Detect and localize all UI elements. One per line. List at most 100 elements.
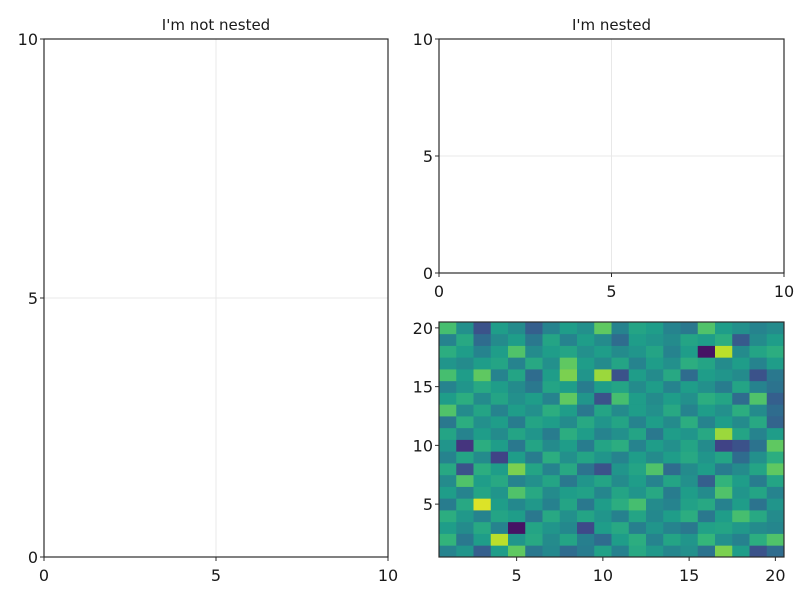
heatmap-cell-15-19 [680,333,699,346]
heatmap-cell-8-11 [559,427,578,440]
nested-xtick-label-0: 0 [434,282,444,301]
heatmap-cell-10-6 [594,486,612,499]
heatmap-cell-15-1 [680,545,699,558]
heatmap-cell-12-12 [628,416,647,429]
heatmap-cell-9-12 [577,416,595,429]
heatmap-cell-16-9 [697,451,716,464]
heatmap-cell-4-16 [490,369,509,382]
heatmap-cell-16-17 [697,357,716,370]
heatmap-cell-7-13 [542,404,561,417]
axis-left: I'm not nested 0 5 10 0 5 10 [18,16,399,585]
heatmap-cell-6-14 [525,392,543,405]
heatmap-cell-17-19 [715,333,733,346]
heatmap-cell-16-15 [697,380,716,393]
heatmap-cell-8-12 [559,416,578,429]
heatmap-cell-4-15 [490,380,509,393]
heatmap-cell-12-6 [628,486,647,499]
heatmap-cell-7-18 [542,345,561,358]
heatmap-cell-5-19 [508,333,526,346]
heatmap-cell-20-10 [766,439,785,452]
heatmap-cell-15-16 [680,369,699,382]
heatmap-cell-10-15 [594,380,612,393]
heatmap-cell-2-16 [456,369,474,382]
heatmap-cell-5-13 [508,404,526,417]
heatmap-cell-16-16 [697,369,716,382]
heatmap-cell-16-19 [697,333,716,346]
heatmap-cell-5-17 [508,357,526,370]
heatmap-cell-6-4 [525,510,543,523]
heatmap-cell-18-12 [732,416,750,429]
heatmap-cell-17-3 [715,521,733,534]
heatmap-cell-19-11 [749,427,768,440]
chart-title-nested: I'm nested [572,16,651,34]
heatmap-cell-9-19 [577,333,595,346]
heatmap-cell-20-9 [766,451,785,464]
heatmap-cell-13-18 [646,345,664,358]
heatmap-cell-11-13 [611,404,630,417]
heatmap-cell-4-10 [490,439,509,452]
left-xtick-label-5: 5 [211,566,221,585]
heatmap-cell-3-11 [473,427,492,440]
heatmap-cell-2-13 [456,404,474,417]
heatmap-cell-15-9 [680,451,699,464]
heatmap-cell-15-7 [680,474,699,487]
heatmap-cell-11-20 [611,322,630,335]
heatmap-cell-5-18 [508,345,526,358]
heatmap-cell-16-14 [697,392,716,405]
heatmap-cell-10-12 [594,416,612,429]
heatmap-cell-11-15 [611,380,630,393]
heatmap-cell-10-18 [594,345,612,358]
heatmap-cell-14-19 [663,333,681,346]
heatmap-cell-12-5 [628,498,647,511]
heatmap-cell-11-18 [611,345,630,358]
heatmap-cell-13-13 [646,404,664,417]
heatmap-cell-11-7 [611,474,630,487]
heatmap-cell-14-12 [663,416,681,429]
heatmap-cell-4-12 [490,416,509,429]
heatmap-cell-10-4 [594,510,612,523]
heatmap-cell-16-2 [697,533,716,546]
heatmap-cell-14-7 [663,474,681,487]
heatmap-cell-5-8 [508,463,526,476]
heatmap-cell-19-13 [749,404,768,417]
heatmap-cell-16-18 [697,345,716,358]
heatmap-cell-6-3 [525,521,543,534]
heatmap-cell-7-11 [542,427,561,440]
heatmap-cell-10-10 [594,439,612,452]
heatmap-cell-4-18 [490,345,509,358]
heatmap-cell-19-7 [749,474,768,487]
heatmap-cell-8-16 [559,369,578,382]
heatmap-cell-13-16 [646,369,664,382]
heatmap-cell-14-1 [663,545,681,558]
heatmap-cell-4-20 [490,322,509,335]
heatmap-cells [439,322,785,558]
heatmap-cell-8-4 [559,510,578,523]
heatmap-cell-18-15 [732,380,750,393]
heatmap-cell-4-5 [490,498,509,511]
heatmap-cell-2-18 [456,345,474,358]
heatmap-cell-6-13 [525,404,543,417]
heatmap-cell-7-7 [542,474,561,487]
heatmap-cell-8-14 [559,392,578,405]
heatmap-cell-14-3 [663,521,681,534]
heatmap-cell-20-15 [766,380,785,393]
heatmap-cell-13-7 [646,474,664,487]
heatmap-cell-5-12 [508,416,526,429]
heatmap-cell-12-4 [628,510,647,523]
heatmap-cell-19-15 [749,380,768,393]
heatmap-cell-1-2 [439,533,457,546]
heatmap-cell-4-11 [490,427,509,440]
heatmap-cell-18-16 [732,369,750,382]
heatmap-cell-9-10 [577,439,595,452]
heatmap-cell-14-6 [663,486,681,499]
heatmap-cell-7-19 [542,333,561,346]
heatmap-cell-1-16 [439,369,457,382]
heatmap-cell-17-18 [715,345,733,358]
heatmap-cell-5-10 [508,439,526,452]
heatmap-cell-12-16 [628,369,647,382]
nested-xtick-label-10: 10 [774,282,794,301]
heatmap-cell-13-17 [646,357,664,370]
heatmap-cell-6-19 [525,333,543,346]
heatmap-cell-2-2 [456,533,474,546]
